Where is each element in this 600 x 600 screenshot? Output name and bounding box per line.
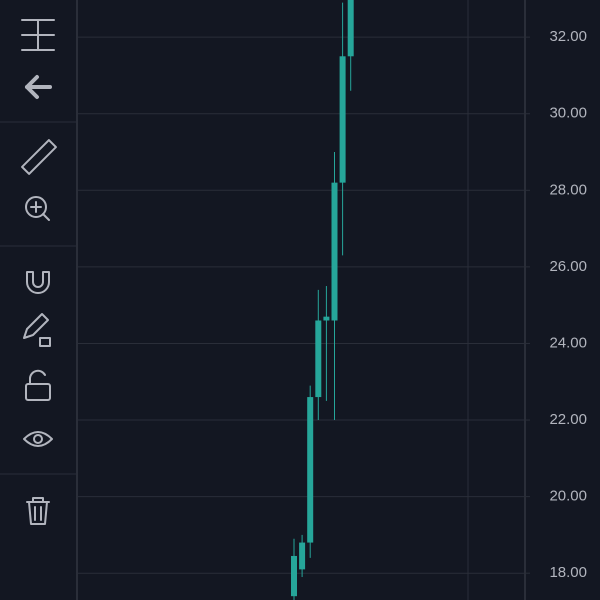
draw-lock-icon[interactable] xyxy=(23,313,51,347)
y-tick-label: 28.00 xyxy=(549,181,587,198)
zoom-icon[interactable] xyxy=(25,196,50,221)
indicators-icon[interactable] xyxy=(21,19,55,51)
trash-icon[interactable] xyxy=(26,497,50,525)
back-icon[interactable] xyxy=(25,75,52,99)
y-tick-label: 24.00 xyxy=(549,334,587,351)
candle-body xyxy=(291,555,297,597)
toolbar xyxy=(0,0,76,600)
price-axis: 18.00 20.00 22.00 24.00 26.00 28.00 30.00 32.00 xyxy=(525,28,587,581)
candles xyxy=(291,0,354,600)
y-tick-label: 26.00 xyxy=(549,258,587,275)
candle-body xyxy=(331,182,338,321)
grid xyxy=(78,36,525,574)
lock-icon[interactable] xyxy=(25,369,51,401)
y-tick-label: 18.00 xyxy=(549,564,587,581)
eye-icon[interactable] xyxy=(23,431,53,447)
candle-body xyxy=(323,316,330,321)
y-tick-label: 22.00 xyxy=(549,411,587,428)
y-tick-label: 32.00 xyxy=(549,28,587,45)
candle-body xyxy=(339,56,346,183)
ruler-icon[interactable] xyxy=(21,139,57,175)
y-tick-label: 30.00 xyxy=(549,105,587,122)
y-tick-label: 20.00 xyxy=(549,488,587,505)
candle-body xyxy=(307,397,314,543)
candle-body xyxy=(347,0,354,57)
candle-body xyxy=(315,320,322,398)
candle-body xyxy=(299,542,306,570)
magnet-icon[interactable] xyxy=(26,271,50,294)
